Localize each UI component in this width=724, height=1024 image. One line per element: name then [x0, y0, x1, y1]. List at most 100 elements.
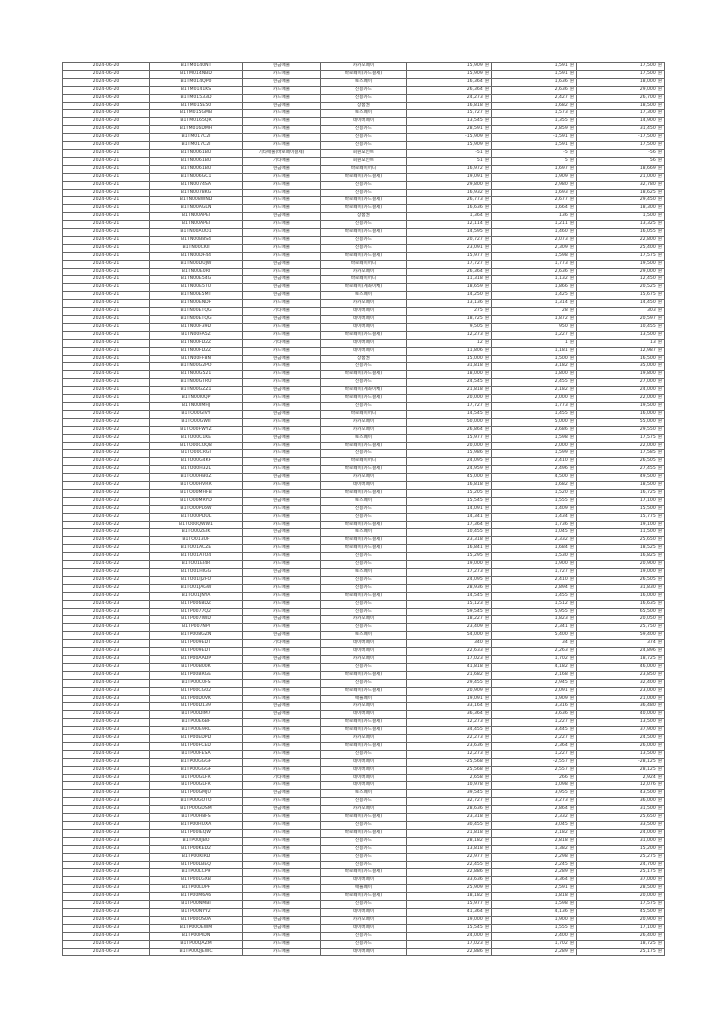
table-row: 2024-06-23 B1TP00OS0A 현금매출 카카오페이 19,000 원 1,90…: [62, 915, 665, 925]
tax-amount-value: 4,136: [554, 908, 568, 914]
payment-method-cell: 카카오페이: [320, 62, 407, 71]
currency-unit: 원: [569, 695, 574, 701]
date-value: 2024-06-22: [92, 410, 120, 416]
transaction-id-cell: B1TO00GWII: [149, 417, 243, 427]
supply-amount-value: 18,182: [466, 893, 483, 899]
payment-method-value: 신용카드: [355, 861, 372, 867]
date-cell: 2024-06-23: [62, 765, 150, 775]
transaction-id-cell: B1TP00LCP9: [149, 868, 243, 878]
total-amount-value: 29,000: [639, 268, 656, 274]
date-cell: 2024-06-21: [62, 354, 150, 364]
tax-amount-cell: 1,211 원: [491, 220, 577, 230]
transaction-id-value: B1TN00B8S4: [180, 236, 212, 242]
currency-unit: 원: [569, 845, 574, 851]
total-amount-cell: 17,500 원: [576, 62, 665, 71]
currency-unit: 원: [484, 410, 489, 416]
payment-method-cell: 신용카드: [320, 860, 407, 870]
date-value: 2024-06-21: [92, 379, 120, 385]
date-value: 2024-06-22: [92, 505, 120, 511]
total-amount-value: 31,830: [639, 584, 656, 590]
currency-unit: 원: [569, 901, 574, 907]
table-row: 2024-06-23 B1TP00PIDN 카드매출 신용카드 24,000 원 2,400…: [62, 931, 665, 941]
payment-method-cell: 신용카드: [320, 623, 407, 633]
transaction-id-value: B1TP00GGGF: [180, 766, 212, 772]
currency-unit: 원: [657, 695, 662, 701]
sales-type-value: 카드매출: [273, 442, 290, 448]
sales-type-value: 현금매출: [273, 387, 290, 393]
transaction-id-value: B1TP00NMBI: [181, 901, 211, 907]
currency-unit: 원: [484, 632, 489, 638]
supply-amount-cell: 17,727 원: [406, 259, 492, 269]
total-amount-value: 22,000: [639, 395, 656, 401]
transaction-id-cell: B1TP00HUXA: [149, 821, 243, 830]
date-value: 2024-06-23: [92, 790, 120, 796]
date-cell: 2024-06-23: [62, 741, 150, 751]
payment-method-value: 신용카드: [355, 940, 372, 946]
supply-amount-cell: 41,818 원: [406, 662, 492, 672]
transaction-id-cell: B1TO00MHFB: [149, 488, 243, 498]
tax-amount-cell: 950 원: [491, 322, 577, 332]
table-row: 2024-06-23 B1TP00NYY2 카드매출 네이버페이 41,364 원 4,13…: [62, 907, 665, 917]
total-amount-cell: 23,850 원: [576, 670, 665, 680]
total-amount-value: 31,000: [639, 837, 656, 843]
date-cell: 2024-06-21: [62, 401, 150, 411]
date-cell: 2024-06-22: [62, 528, 150, 538]
payment-method-value: 카카오페이: [352, 426, 375, 432]
total-amount-value: 19,500: [639, 402, 656, 408]
currency-unit: 원: [484, 118, 489, 124]
tax-amount-value: 4,500: [554, 474, 568, 480]
date-value: 2024-06-21: [92, 363, 120, 369]
sales-type-value: 카드매출: [273, 679, 290, 685]
currency-unit: 원: [484, 584, 489, 590]
supply-amount-value: 15,545: [466, 924, 483, 930]
transaction-id-value: B1TP00GDSM: [180, 806, 212, 812]
tax-amount-cell: 1,702 원: [491, 654, 577, 664]
currency-unit: 원: [484, 181, 489, 187]
transaction-id-value: B1TO00H32L: [180, 466, 212, 472]
supply-amount-value: 23,318: [466, 814, 483, 820]
currency-unit: 원: [484, 252, 489, 258]
supply-amount-cell: 2,658 원: [406, 773, 492, 783]
date-cell: 2024-06-22: [62, 481, 150, 490]
sales-type-cell: 현금매출: [242, 457, 321, 467]
supply-amount-value: 21,818: [466, 829, 483, 835]
transaction-id-value: B1TN00AGLN: [180, 205, 212, 211]
supply-amount-cell: 340 원: [406, 639, 492, 649]
supply-amount-value: 16,841: [466, 545, 483, 551]
supply-amount-cell: 28,936 원: [406, 583, 492, 593]
sales-rows: 2024-06-20 B1TM0140NT 현금매출 카카오페이 15,909 원 1,59…: [62, 62, 665, 957]
payment-method-cell: 신용카드: [320, 560, 407, 569]
tax-amount-value: 2,000: [554, 442, 568, 448]
supply-amount-value: 30,455: [466, 822, 483, 827]
transaction-id-value: B1TO00FWYZ: [180, 426, 212, 432]
table-row: 2024-06-22 B1TO01ACZE 카드매출 바로페이(카드결제) 16,841…: [62, 544, 665, 554]
transaction-id-cell: B1TN00ETQG: [149, 315, 243, 324]
total-amount-cell: 31,000 원: [576, 836, 665, 846]
supply-amount-cell: 26,773 원: [406, 196, 492, 206]
date-cell: 2024-06-20: [62, 101, 150, 111]
total-amount-cell: 24,000 원: [576, 386, 665, 396]
payment-method-value: 애플페이: [355, 695, 372, 701]
total-amount-value: 65,500: [639, 608, 656, 614]
transaction-id-value: B1TN0078KG: [180, 189, 212, 195]
sales-type-value: 카드매출: [273, 908, 290, 914]
date-value: 2024-06-21: [92, 402, 120, 408]
currency-unit: 원: [569, 363, 574, 369]
currency-unit: 원: [657, 402, 662, 408]
date-cell: 2024-06-21: [62, 188, 150, 198]
date-value: 2024-06-21: [92, 197, 120, 203]
supply-amount-cell: 14,545 원: [406, 591, 492, 601]
total-amount-value: 17,300: [639, 110, 656, 116]
tax-amount-value: 1,425: [554, 292, 568, 298]
sales-type-value: 카드매출: [273, 719, 290, 725]
sales-type-cell: 카드매출: [242, 235, 321, 245]
supply-amount-value: 18,227: [466, 616, 483, 622]
currency-unit: 원: [484, 229, 489, 235]
transaction-id-value: B1TP00LGXB: [181, 877, 211, 883]
sales-type-value: 카드매출: [273, 221, 290, 227]
tax-amount-cell: 2,410 원: [491, 457, 577, 467]
date-value: 2024-06-23: [92, 940, 120, 946]
tax-amount-cell: 4,500 원: [491, 473, 577, 483]
tax-amount-value: 2,341: [554, 624, 568, 630]
currency-unit: 원: [484, 450, 489, 456]
